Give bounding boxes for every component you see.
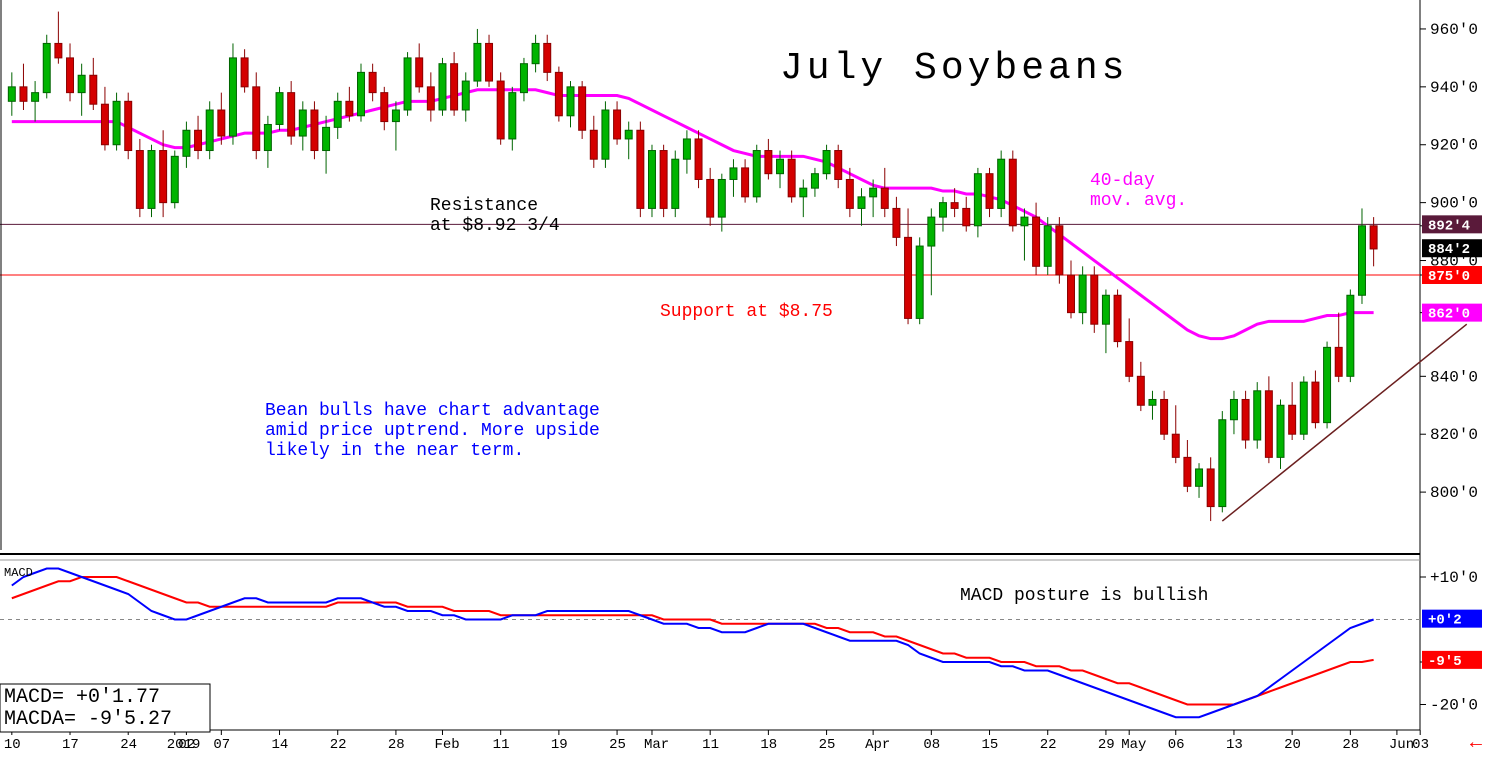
svg-text:940'0: 940'0 <box>1430 79 1478 97</box>
svg-text:28: 28 <box>388 737 405 753</box>
svg-text:←: ← <box>1470 732 1482 755</box>
svg-text:960'0: 960'0 <box>1430 21 1478 39</box>
svg-text:03: 03 <box>1412 737 1429 753</box>
svg-text:07: 07 <box>213 737 230 753</box>
svg-text:at $8.92 3/4: at $8.92 3/4 <box>430 216 560 236</box>
svg-text:24: 24 <box>120 737 137 753</box>
svg-text:15: 15 <box>982 737 999 753</box>
svg-text:17: 17 <box>62 737 79 753</box>
svg-text:920'0: 920'0 <box>1430 137 1478 155</box>
svg-text:11: 11 <box>702 737 719 753</box>
svg-text:Feb: Feb <box>434 737 459 753</box>
svg-text:MACDA= -9'5.27: MACDA= -9'5.27 <box>4 708 172 731</box>
svg-text:Apr: Apr <box>865 737 890 753</box>
svg-text:Bean bulls have chart advantag: Bean bulls have chart advantage <box>265 401 600 421</box>
svg-text:+0'2: +0'2 <box>1428 613 1462 629</box>
svg-text:14: 14 <box>272 737 289 753</box>
svg-text:Support at $8.75: Support at $8.75 <box>660 302 833 322</box>
svg-text:10: 10 <box>4 737 21 753</box>
svg-text:likely in the near term.: likely in the near term. <box>265 441 524 461</box>
svg-text:mov. avg.: mov. avg. <box>1090 191 1187 211</box>
svg-text:-20'0: -20'0 <box>1430 697 1478 715</box>
svg-text:25: 25 <box>819 737 836 753</box>
svg-text:MACD= +0'1.77: MACD= +0'1.77 <box>4 686 160 709</box>
svg-text:MACD: MACD <box>4 566 33 580</box>
chart-svg: 800'0820'0840'0880'0900'0920'0940'0960'0… <box>0 0 1487 759</box>
svg-text:892'4: 892'4 <box>1428 218 1470 234</box>
svg-text:22: 22 <box>330 737 347 753</box>
svg-text:820'0: 820'0 <box>1430 426 1478 444</box>
svg-text:25: 25 <box>609 737 626 753</box>
svg-text:19: 19 <box>551 737 568 753</box>
svg-text:884'2: 884'2 <box>1428 242 1470 258</box>
svg-text:862'0: 862'0 <box>1428 307 1470 323</box>
svg-text:29: 29 <box>1098 737 1115 753</box>
svg-text:-9'5: -9'5 <box>1428 654 1462 670</box>
svg-text:13: 13 <box>1226 737 1243 753</box>
svg-text:06: 06 <box>1168 737 1185 753</box>
svg-text:02: 02 <box>178 737 195 753</box>
svg-text:Jun: Jun <box>1389 737 1414 753</box>
svg-text:+10'0: +10'0 <box>1430 569 1478 587</box>
svg-text:May: May <box>1121 737 1146 753</box>
svg-text:840'0: 840'0 <box>1430 368 1478 386</box>
svg-text:40-day: 40-day <box>1090 171 1155 191</box>
svg-text:11: 11 <box>493 737 510 753</box>
chart-root: { "layout": { "width": 1487, "height": 7… <box>0 0 1487 759</box>
svg-text:900'0: 900'0 <box>1430 195 1478 213</box>
svg-text:Mar: Mar <box>644 737 669 753</box>
svg-text:20: 20 <box>1284 737 1301 753</box>
svg-text:Resistance: Resistance <box>430 196 538 216</box>
svg-text:875'0: 875'0 <box>1428 269 1470 285</box>
svg-text:28: 28 <box>1342 737 1359 753</box>
chart-title: July Soybeans <box>780 47 1128 90</box>
svg-text:800'0: 800'0 <box>1430 484 1478 502</box>
svg-text:MACD posture is bullish: MACD posture is bullish <box>960 586 1208 606</box>
svg-text:amid price uptrend. More upsid: amid price uptrend. More upside <box>265 421 600 441</box>
svg-text:08: 08 <box>923 737 940 753</box>
svg-text:22: 22 <box>1040 737 1057 753</box>
svg-text:18: 18 <box>760 737 777 753</box>
